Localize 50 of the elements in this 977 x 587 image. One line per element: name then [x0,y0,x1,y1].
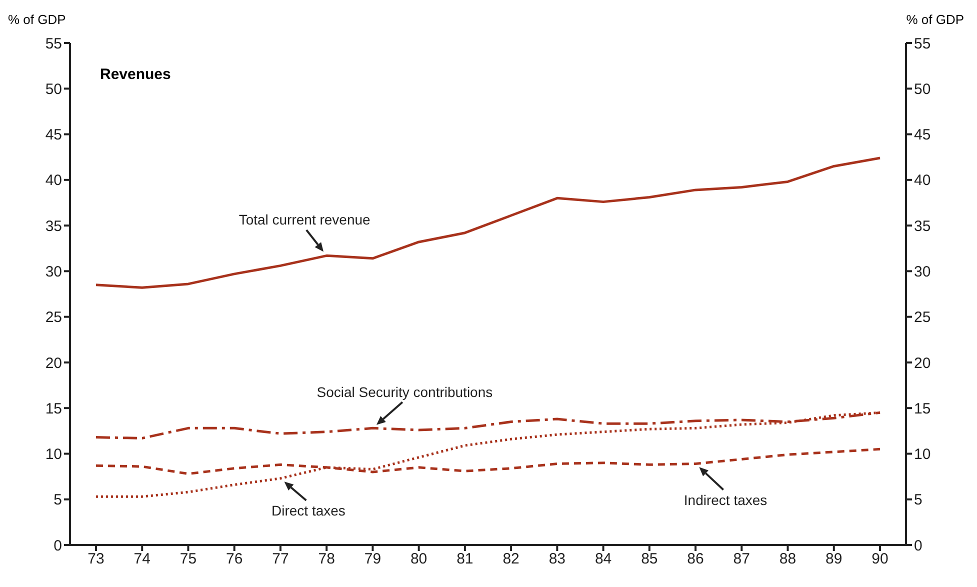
y-axis-title: % of GDP [8,12,66,27]
x-tick-label: 82 [502,550,520,568]
y-tick-label: 30 [45,264,62,281]
y2-tick-label: 0 [914,537,922,554]
y-tick-label: 20 [45,354,62,372]
annotation: Direct taxes [272,502,346,518]
y-tick-label: 50 [45,80,62,98]
y2-tick-label: 45 [914,126,931,144]
y-tick-label: 10 [45,446,62,464]
y2-tick-label: 20 [914,354,931,372]
y-tick-label: 25 [45,309,62,326]
annotation: Indirect taxes [684,492,768,508]
x-tick-label: 83 [548,550,566,568]
annotation: Total current revenue [238,212,371,228]
x-tick-label: 89 [826,550,842,568]
y-tick-label: 40 [45,172,62,190]
x-tick-label: 81 [456,550,474,568]
y2-tick-label: 35 [914,218,931,235]
y2-tick-label: 15 [914,400,931,418]
x-tick-label: 86 [687,550,704,568]
x-tick-label: 76 [226,550,243,568]
y2-axis-title: % of GDP [906,12,964,27]
x-tick-label: 80 [410,550,428,568]
x-tick-label: 78 [318,550,335,568]
text: Revenues [100,66,171,83]
y2-tick-label: 40 [914,172,931,190]
y-tick-label: 5 [54,492,62,509]
annotation: Social Security contributions [316,384,493,400]
y2-tick-label: 50 [914,80,931,98]
x-tick-label: 79 [364,550,382,568]
x-tick-label: 73 [88,550,104,568]
y-tick-label: 45 [45,126,62,144]
y-tick-label: 55 [45,35,62,52]
x-tick-label: 75 [180,550,197,568]
y2-tick-label: 30 [914,264,931,281]
y2-tick-label: 55 [914,35,931,52]
x-tick-label: 88 [779,550,796,568]
x-tick-label: 85 [641,550,658,568]
x-tick-label: 90 [872,550,888,568]
x-tick-label: 87 [733,550,750,568]
y-tick-label: 35 [45,218,62,235]
y2-tick-label: 10 [914,446,931,464]
x-tick-label: 77 [272,550,289,568]
y2-tick-label: 5 [914,492,922,509]
y-tick-label: 0 [54,537,62,554]
y2-tick-label: 25 [914,309,931,326]
x-tick-label: 84 [594,550,612,568]
y-tick-label: 15 [45,400,62,418]
x-tick-label: 74 [134,550,150,568]
line-series [94,156,882,289]
